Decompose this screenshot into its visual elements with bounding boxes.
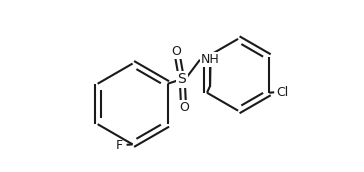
Text: Cl: Cl (276, 86, 288, 99)
Text: O: O (171, 45, 181, 58)
Text: S: S (178, 72, 186, 86)
Text: O: O (179, 101, 189, 114)
Text: F: F (115, 139, 123, 152)
Text: NH: NH (201, 53, 220, 66)
